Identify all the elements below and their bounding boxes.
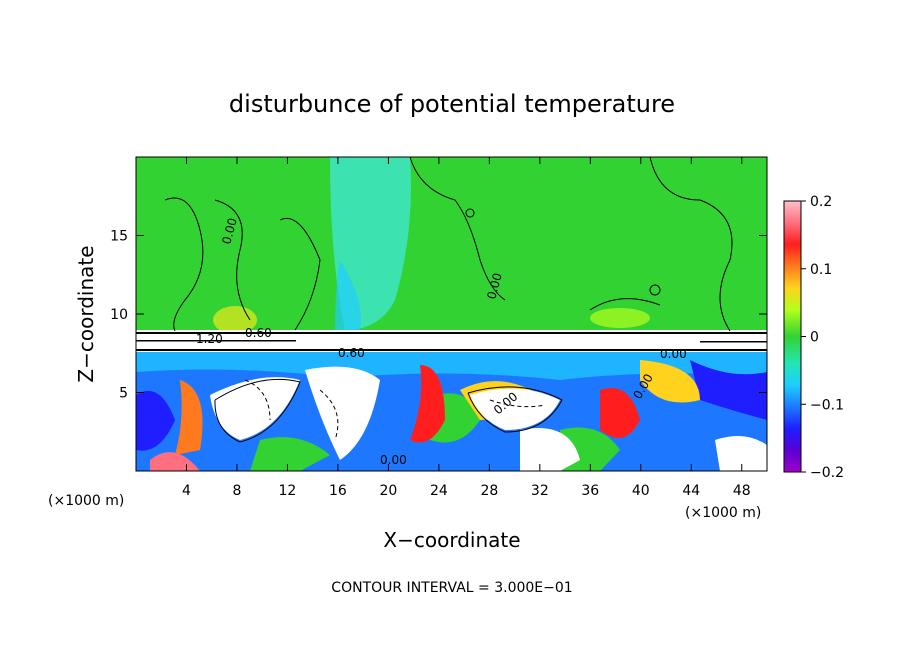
- x-axis-label: X−coordinate: [383, 528, 520, 552]
- contour-label: 0.60: [338, 346, 365, 360]
- x-axis-unit-right: (×1000 m): [685, 505, 761, 521]
- x-axis-unit-left: (×1000 m): [48, 493, 124, 509]
- colorbar-ticks: 0.2 0.1 0 −0.1 −0.2: [801, 194, 844, 481]
- colorbar-tick-label: 0: [810, 330, 819, 346]
- x-tick-label: 40: [632, 483, 650, 499]
- plot-area: [136, 157, 767, 471]
- contour-label: 1.20: [196, 332, 223, 346]
- y-axis-label: Z−coordinate: [74, 245, 98, 382]
- x-tick-label: 32: [531, 483, 549, 499]
- y-axis-ticks: 5 10 15: [110, 229, 767, 402]
- x-tick-label: 36: [581, 483, 599, 499]
- contour-label: 0.00: [660, 347, 687, 361]
- x-axis-ticks: 4 8 12 16 20 24 28 32 36 40 44 48: [182, 157, 751, 499]
- colorbar-tick-label: 0.2: [810, 194, 832, 210]
- x-tick-label: 28: [480, 483, 498, 499]
- y-tick-label: 15: [110, 229, 128, 245]
- y-tick-label: 10: [110, 307, 128, 323]
- contour-label: 0.00: [484, 271, 504, 300]
- x-tick-label: 20: [379, 483, 397, 499]
- x-tick-label: 44: [682, 483, 700, 499]
- contour-label: 0.00: [380, 453, 407, 467]
- x-tick-label: 48: [733, 483, 751, 499]
- x-tick-label: 12: [279, 483, 297, 499]
- x-tick-label: 16: [329, 483, 347, 499]
- colorbar-tick-label: −0.2: [810, 465, 844, 481]
- contour-interval-footer: CONTOUR INTERVAL = 3.000E−01: [331, 580, 572, 596]
- colorbar-tick-label: −0.1: [810, 397, 844, 413]
- x-tick-label: 4: [182, 483, 191, 499]
- contour-label: 0.00: [219, 216, 239, 245]
- y-tick-label: 5: [119, 386, 128, 402]
- chart-title: disturbunce of potential temperature: [229, 90, 675, 118]
- contour-label: 0.60: [245, 326, 272, 340]
- inversion-band: [136, 330, 767, 352]
- colorbar-tick-label: 0.1: [810, 262, 832, 278]
- x-tick-label: 8: [232, 483, 241, 499]
- colorbar: [783, 200, 802, 473]
- x-tick-label: 24: [430, 483, 448, 499]
